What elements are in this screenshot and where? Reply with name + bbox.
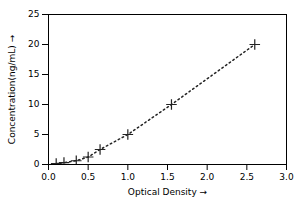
svg-text:2.5: 2.5 — [240, 172, 254, 182]
svg-text:0.0: 0.0 — [41, 172, 56, 182]
svg-text:Optical Density →: Optical Density → — [128, 187, 208, 197]
svg-text:10: 10 — [28, 99, 40, 109]
svg-text:1.0: 1.0 — [121, 172, 136, 182]
svg-text:5: 5 — [34, 129, 40, 139]
svg-text:0.5: 0.5 — [81, 172, 95, 182]
svg-text:3.0: 3.0 — [279, 172, 294, 182]
svg-text:2.0: 2.0 — [200, 172, 215, 182]
svg-text:20: 20 — [28, 39, 40, 49]
svg-text:Concentration(ng/mL) →: Concentration(ng/mL) → — [7, 34, 17, 144]
svg-text:1.5: 1.5 — [160, 172, 174, 182]
svg-text:25: 25 — [28, 9, 39, 19]
svg-text:15: 15 — [28, 69, 39, 79]
svg-text:0: 0 — [34, 159, 40, 169]
